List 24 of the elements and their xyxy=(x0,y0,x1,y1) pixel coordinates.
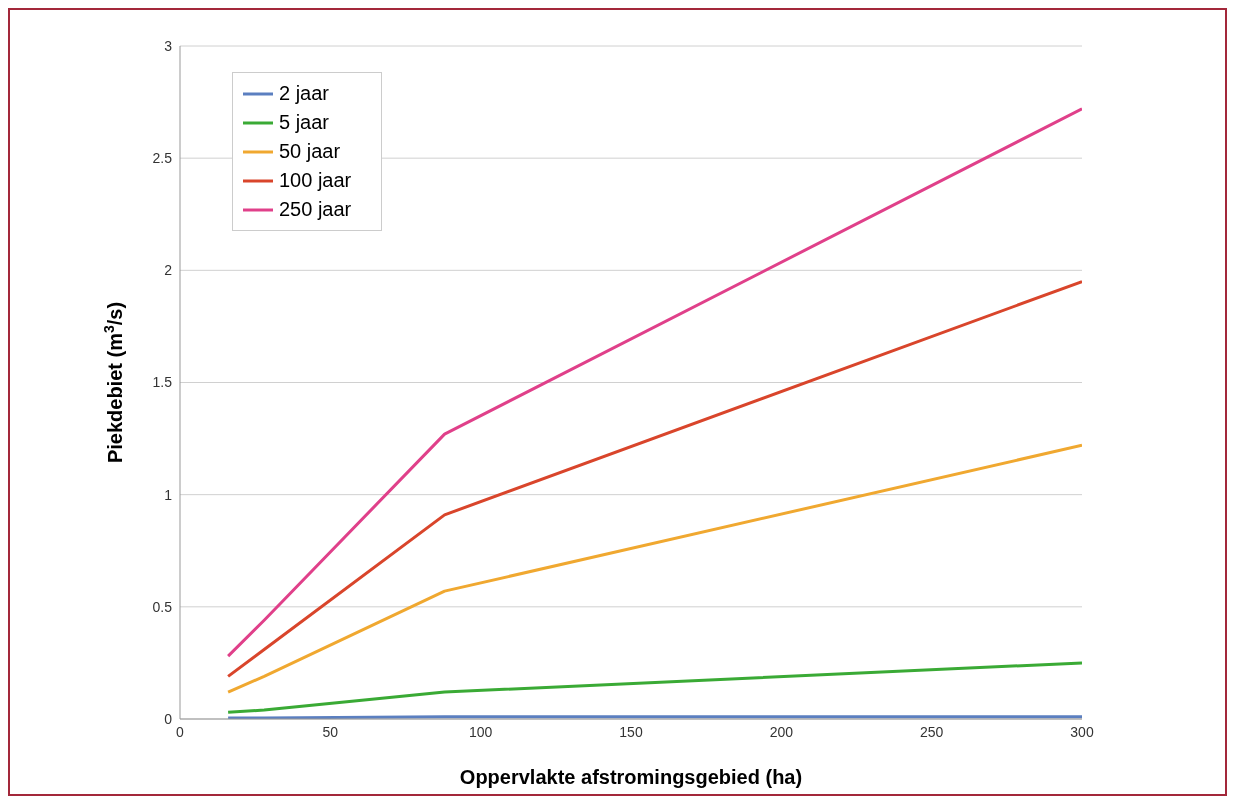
legend-label: 100 jaar xyxy=(279,169,352,192)
x-tick-label: 100 xyxy=(468,723,493,740)
x-axis-title: Oppervlakte afstromingsgebied (ha) xyxy=(459,766,803,788)
y-tick-label: 1.5 xyxy=(152,374,173,391)
line-series xyxy=(226,280,1082,678)
x-tick-label: 0 xyxy=(176,723,185,740)
legend-label: 250 jaar xyxy=(279,198,352,221)
y-tick-label: 3 xyxy=(164,37,173,54)
line-series xyxy=(226,107,1082,658)
x-tick-label: 250 xyxy=(919,723,944,740)
y-tick-label: 0.5 xyxy=(152,598,173,615)
y-tick-label: 0 xyxy=(164,710,173,727)
x-tick-label: 50 xyxy=(322,723,339,740)
legend-label: 5 jaar xyxy=(279,111,330,134)
line-series xyxy=(226,661,1082,714)
x-tick-label: 300 xyxy=(1070,723,1094,740)
y-tick-label: 1 xyxy=(164,486,173,503)
x-tick-label: 150 xyxy=(619,723,643,740)
y-tick-label: 2.5 xyxy=(152,150,173,167)
line-series xyxy=(226,443,1082,694)
legend-label: 50 jaar xyxy=(279,140,341,163)
x-tick-label: 200 xyxy=(769,723,794,740)
y-tick-label: 2 xyxy=(164,262,173,279)
legend-label: 2 jaar xyxy=(279,82,330,105)
